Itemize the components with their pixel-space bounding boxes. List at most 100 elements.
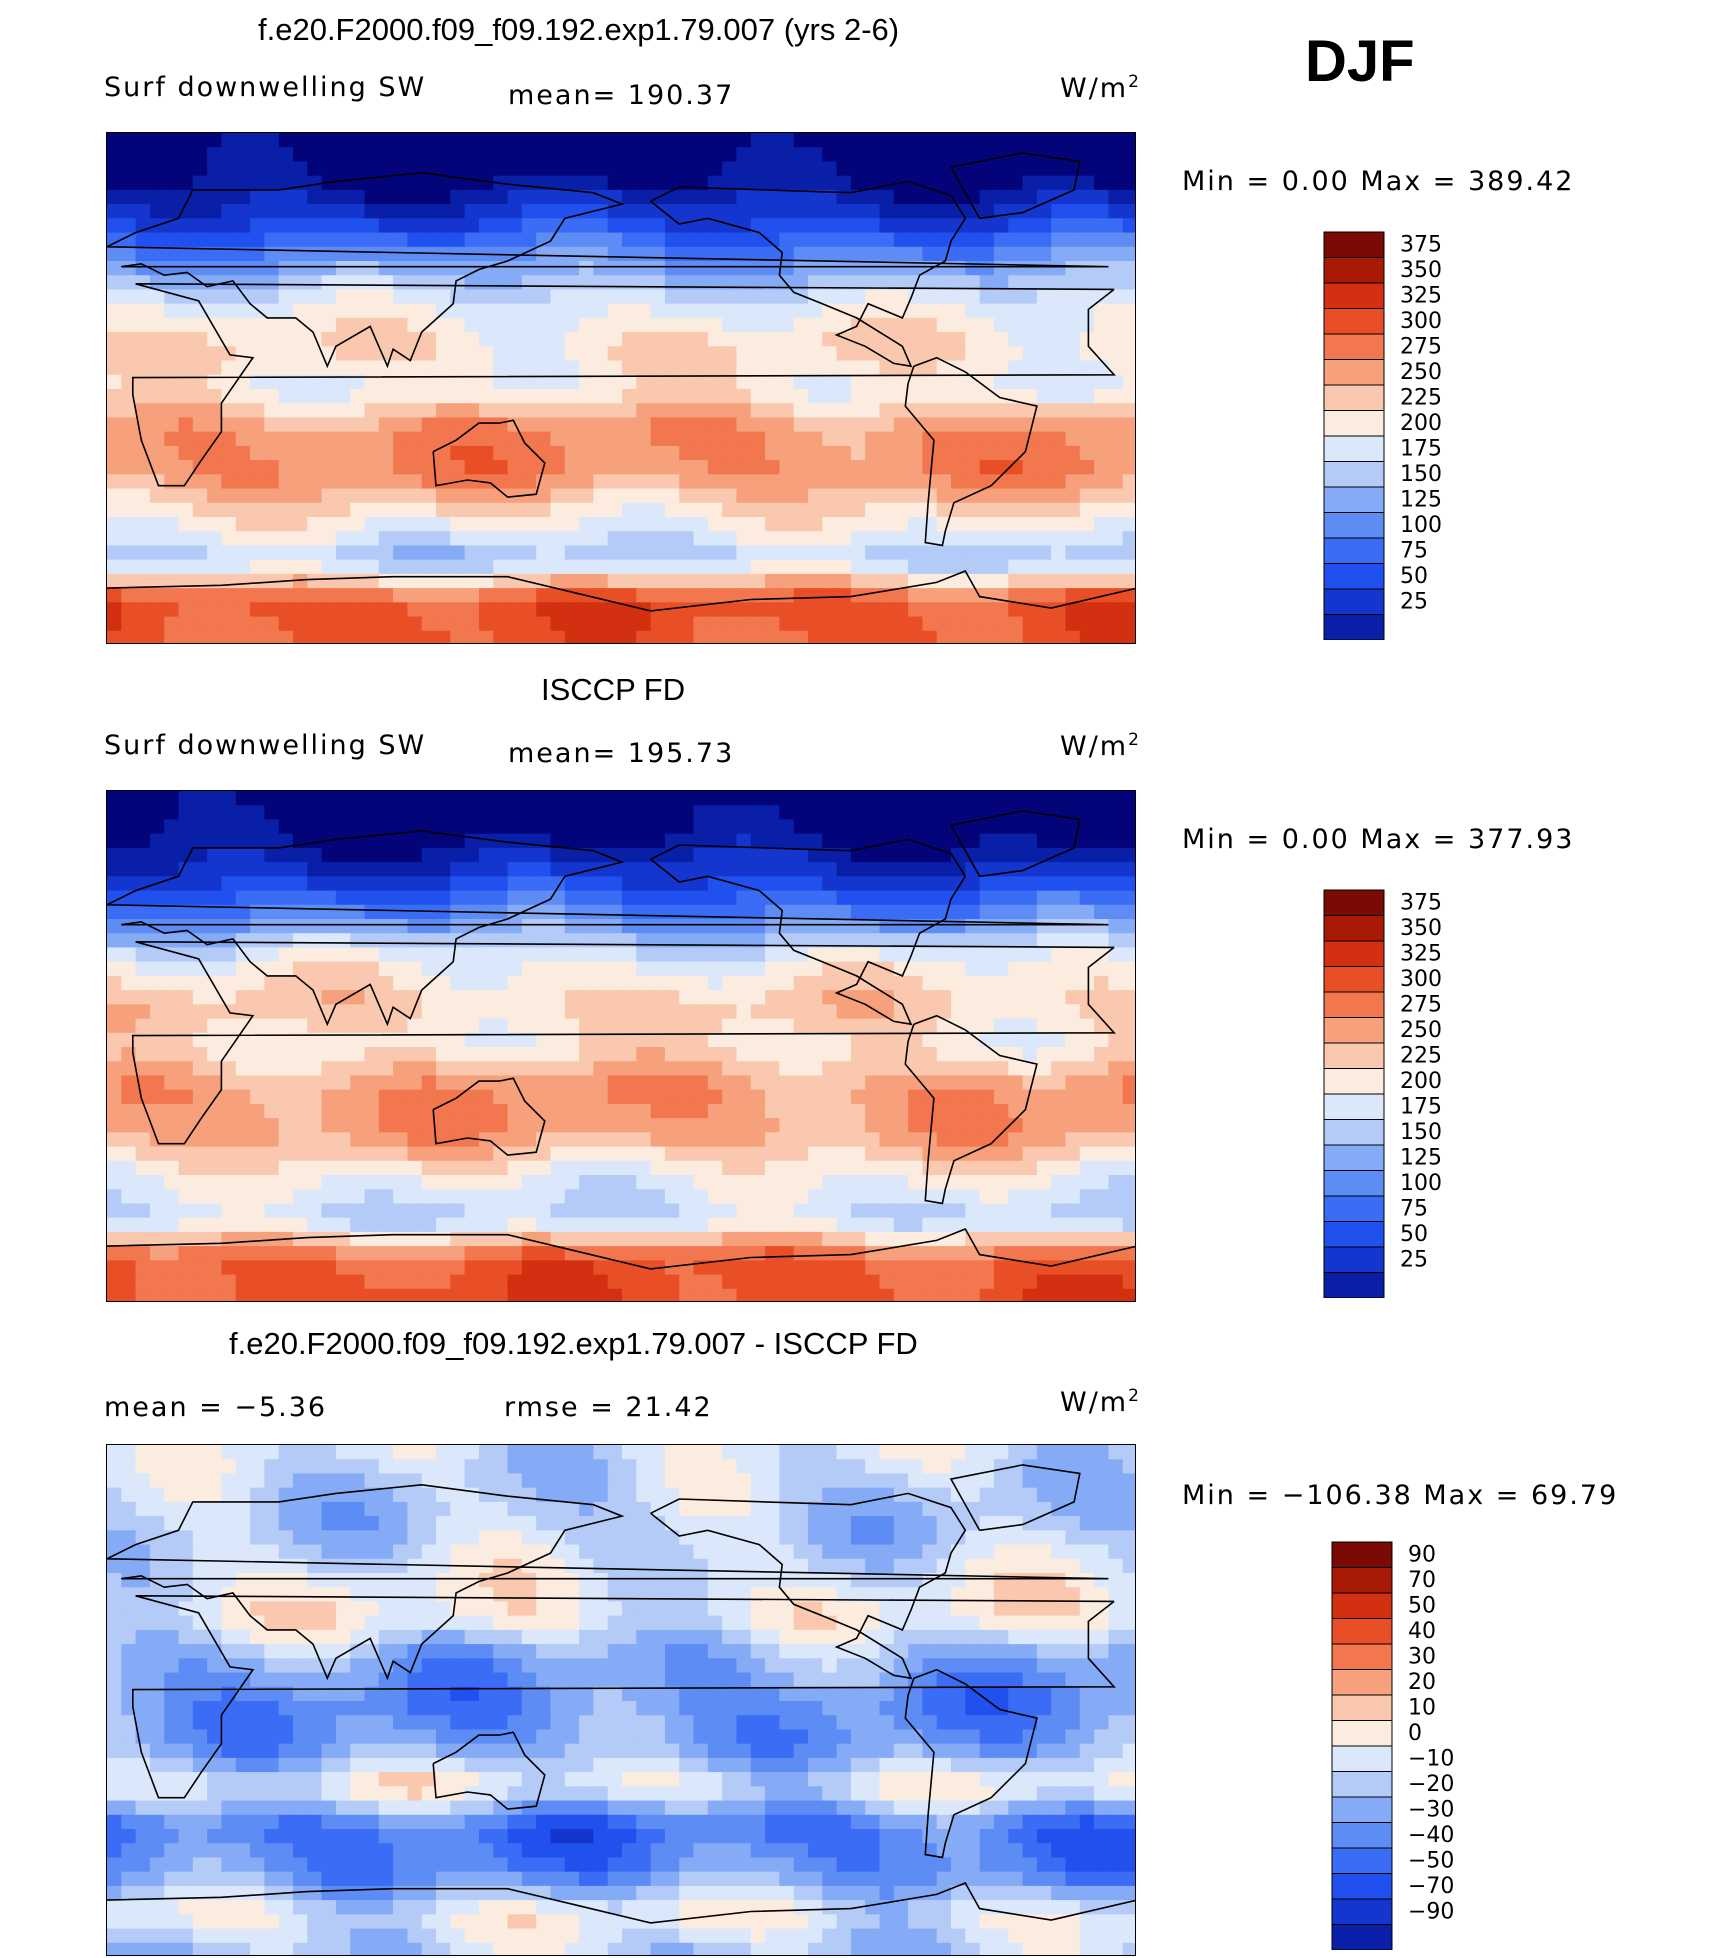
heatmap-cell <box>121 403 137 419</box>
heatmap-cell <box>307 1132 323 1148</box>
heatmap-cell <box>893 1089 909 1105</box>
heatmap-cell <box>922 559 938 575</box>
heatmap-cell <box>736 204 752 219</box>
heatmap-cell <box>722 317 738 333</box>
heatmap-cell <box>1008 531 1024 547</box>
heatmap-cell <box>378 474 394 490</box>
heatmap-cell <box>307 616 323 632</box>
heatmap-cell <box>550 1103 566 1119</box>
heatmap-cell <box>979 947 995 963</box>
heatmap-cell <box>1108 1047 1124 1062</box>
heatmap-cell <box>1079 833 1095 849</box>
heatmap-cell <box>207 933 223 949</box>
heatmap-cell <box>121 1175 137 1190</box>
heatmap-cell <box>307 133 323 148</box>
heatmap-cell <box>307 833 323 849</box>
heatmap-cell <box>550 947 566 963</box>
heatmap-cell <box>850 161 866 177</box>
heatmap-cell <box>679 147 695 163</box>
heatmap-cell <box>178 890 194 906</box>
heatmap-cell <box>1065 990 1081 1005</box>
heatmap-cell <box>178 246 194 262</box>
heatmap-cell <box>564 1047 580 1062</box>
heatmap-cell <box>507 517 523 532</box>
heatmap-cell <box>650 1246 666 1261</box>
heatmap-cell <box>264 204 280 219</box>
heatmap-cell <box>679 862 695 877</box>
heatmap-cell <box>264 1146 280 1162</box>
heatmap-cell <box>765 389 780 404</box>
heatmap-cell <box>1122 175 1135 191</box>
heatmap-cell <box>750 1132 766 1148</box>
heatmap-cell <box>307 1004 323 1020</box>
heatmap-cell <box>507 1231 523 1247</box>
heatmap-cell <box>1065 1160 1081 1176</box>
heatmap-cell <box>178 1118 194 1133</box>
heatmap-cell <box>335 630 351 643</box>
heatmap-cell <box>736 1004 752 1020</box>
heatmap-cell <box>250 833 265 849</box>
heatmap-cell <box>207 1118 223 1133</box>
heatmap-cell <box>393 791 409 806</box>
heatmap-cell <box>879 1089 895 1105</box>
heatmap-cell <box>922 947 938 963</box>
heatmap-cell <box>364 289 380 305</box>
heatmap-cell <box>1122 1089 1135 1105</box>
heatmap-cell <box>865 1146 881 1162</box>
heatmap-cell <box>1008 218 1024 234</box>
heatmap-cell <box>765 261 780 276</box>
heatmap-cell <box>679 1075 695 1091</box>
heatmap-cell <box>679 374 695 390</box>
heatmap-cell <box>564 175 580 191</box>
heatmap-cell <box>622 573 637 589</box>
heatmap-cell <box>822 175 838 191</box>
heatmap-cell <box>636 147 652 163</box>
heatmap-cell <box>693 1146 709 1162</box>
heatmap-cell <box>421 303 437 319</box>
heatmap-cell <box>979 791 995 806</box>
heatmap-cell <box>164 559 180 575</box>
heatmap-cell <box>965 147 981 163</box>
heatmap-cell <box>664 1032 680 1048</box>
heatmap-cell <box>951 161 966 177</box>
heatmap-cell <box>221 847 237 863</box>
heatmap-cell <box>622 1189 637 1205</box>
heatmap-cell <box>1122 1103 1135 1119</box>
heatmap-cell <box>1065 1061 1081 1077</box>
heatmap-cell <box>908 805 924 821</box>
heatmap-cell <box>750 602 766 618</box>
heatmap-cell <box>636 175 652 191</box>
heatmap-cell <box>736 374 752 390</box>
heatmap-cell <box>750 545 766 561</box>
heatmap-cell <box>979 275 995 291</box>
heatmap-cell <box>1108 445 1124 461</box>
heatmap-cell <box>536 389 552 404</box>
heatmap-cell <box>807 1132 823 1148</box>
heatmap-cell <box>593 474 609 490</box>
heatmap-cell <box>922 602 938 618</box>
heatmap-cell <box>793 346 809 362</box>
heatmap-cell <box>993 474 1009 490</box>
heatmap-cell <box>135 431 151 447</box>
heatmap-cell <box>149 232 165 248</box>
heatmap-cell <box>464 374 480 390</box>
heatmap-cell <box>664 204 680 219</box>
heatmap-cell <box>464 862 480 877</box>
heatmap-cell <box>979 961 995 977</box>
heatmap-cell <box>1051 1231 1067 1247</box>
heatmap-cell <box>521 460 537 475</box>
heatmap-cell <box>421 175 437 191</box>
heatmap-cell <box>364 175 380 191</box>
heatmap-cell <box>407 791 423 806</box>
heatmap-cell <box>192 919 208 934</box>
heatmap-cell <box>593 805 609 821</box>
heatmap-cell <box>307 961 323 977</box>
heatmap-cell <box>521 616 537 632</box>
heatmap-cell <box>607 317 623 333</box>
heatmap-cell <box>164 890 180 906</box>
heatmap-cell <box>192 1032 208 1048</box>
heatmap-cell <box>807 303 823 319</box>
heatmap-cell <box>250 445 265 461</box>
heatmap-cell <box>364 545 380 561</box>
heatmap-cell <box>793 1047 809 1062</box>
